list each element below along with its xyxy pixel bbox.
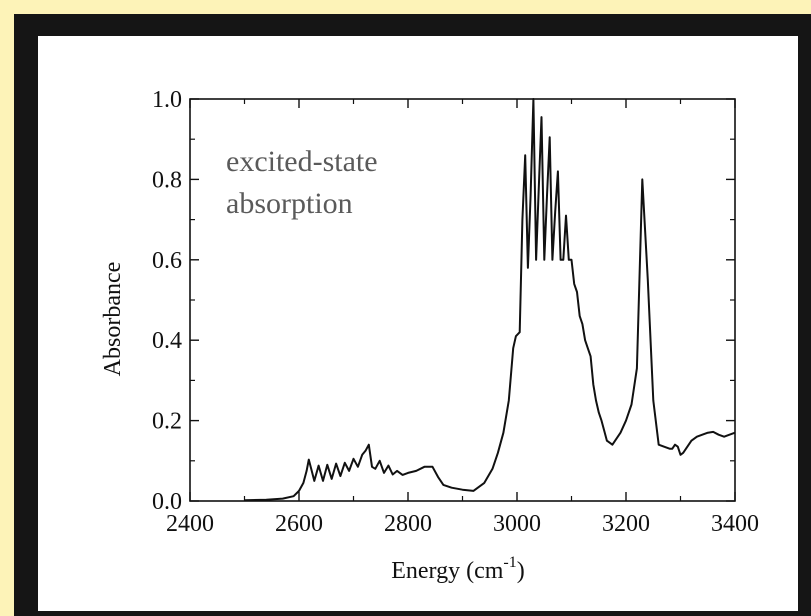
y-tick-label-0.8: 0.8 <box>152 167 182 193</box>
y-tick-label-1: 1.0 <box>152 87 182 113</box>
annotation-line-1: excited-state <box>226 145 378 178</box>
tick-marks <box>189 98 736 502</box>
chart-panel: 2400 2600 2800 3000 3200 3400 0.0 0.2 0.4 0.6 0.8 1… <box>38 36 798 611</box>
y-tick-label-0.6: 0.6 <box>152 248 182 274</box>
y-tick-label-0: 0.0 <box>152 489 182 515</box>
y-tick-label-0.2: 0.2 <box>152 409 182 435</box>
absorbance-chart: 2400 2600 2800 3000 3200 3400 0.0 0.2 0.4 0.6 0.8 1… <box>100 87 759 584</box>
series-group <box>244 98 736 502</box>
chart-frame: 2400 2600 2800 3000 3200 3400 0.0 0.2 0.4 0.6 0.8 1… <box>14 14 811 616</box>
y-tick-label-0.4: 0.4 <box>152 328 182 354</box>
annotation-line-2: absorption <box>226 187 353 220</box>
x-tick-label-2800: 2800 <box>384 511 432 537</box>
tick-labels: 2400 2600 2800 3000 3200 3400 0.0 0.2 0.4 0.6 0.8 1… <box>152 87 759 537</box>
x-tick-label-2400: 2400 <box>166 511 214 537</box>
series-line-0 <box>244 98 736 502</box>
x-tick-label-3000: 3000 <box>493 511 541 537</box>
x-axis-title: Energy (cm-1) <box>391 554 525 584</box>
y-axis-title: Absorbance <box>100 262 126 377</box>
x-tick-label-2600: 2600 <box>275 511 323 537</box>
x-tick-label-3400: 3400 <box>711 511 759 537</box>
x-tick-label-3200: 3200 <box>602 511 650 537</box>
